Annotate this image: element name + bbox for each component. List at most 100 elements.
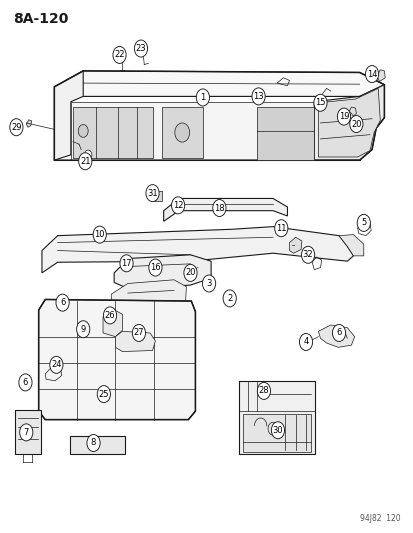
Text: 5: 5 (360, 219, 366, 228)
Polygon shape (73, 107, 153, 158)
Polygon shape (71, 102, 313, 160)
Circle shape (212, 199, 225, 216)
Polygon shape (289, 237, 301, 253)
Text: 3: 3 (206, 279, 211, 288)
Polygon shape (38, 300, 195, 419)
Text: 20: 20 (350, 119, 361, 128)
Text: 24: 24 (51, 360, 62, 369)
Text: 22: 22 (114, 51, 124, 59)
Circle shape (20, 424, 33, 441)
Circle shape (148, 259, 161, 276)
Text: 13: 13 (253, 92, 263, 101)
Circle shape (78, 153, 92, 169)
Text: 8: 8 (90, 439, 96, 448)
Circle shape (223, 290, 236, 307)
Circle shape (97, 385, 110, 402)
Text: 2: 2 (226, 294, 232, 303)
Text: 6: 6 (60, 298, 65, 307)
Circle shape (202, 275, 215, 292)
Circle shape (56, 294, 69, 311)
Polygon shape (239, 381, 314, 454)
Text: 17: 17 (121, 259, 131, 268)
Circle shape (132, 325, 145, 342)
Text: 15: 15 (314, 98, 325, 107)
Polygon shape (115, 332, 155, 352)
Text: 32: 32 (302, 251, 313, 260)
Circle shape (301, 246, 314, 263)
Text: 94J82  120: 94J82 120 (359, 514, 400, 523)
Polygon shape (15, 410, 41, 454)
Text: 28: 28 (258, 386, 268, 395)
Polygon shape (313, 85, 384, 160)
Polygon shape (318, 88, 380, 157)
Circle shape (87, 434, 100, 451)
Circle shape (299, 334, 312, 351)
Circle shape (252, 88, 265, 105)
Polygon shape (153, 191, 162, 201)
Circle shape (50, 357, 63, 373)
Circle shape (19, 374, 32, 391)
Circle shape (10, 119, 23, 136)
Circle shape (332, 325, 345, 342)
Circle shape (257, 382, 270, 399)
Text: 6: 6 (335, 328, 341, 337)
Polygon shape (256, 107, 313, 160)
Circle shape (183, 264, 197, 281)
Text: 16: 16 (150, 263, 160, 272)
Text: 30: 30 (272, 426, 282, 435)
Text: 21: 21 (80, 157, 90, 166)
Polygon shape (54, 71, 83, 160)
Text: 4: 4 (303, 337, 308, 346)
Circle shape (93, 226, 106, 243)
Text: 19: 19 (338, 112, 349, 121)
Text: 18: 18 (214, 204, 224, 213)
Text: 8A-120: 8A-120 (13, 12, 68, 27)
Circle shape (171, 197, 184, 214)
Circle shape (84, 150, 92, 160)
Polygon shape (42, 227, 353, 273)
Circle shape (356, 214, 370, 231)
Circle shape (337, 108, 350, 125)
Circle shape (271, 422, 284, 439)
Circle shape (196, 89, 209, 106)
Text: 29: 29 (11, 123, 21, 132)
Polygon shape (376, 70, 385, 82)
Polygon shape (318, 325, 354, 348)
Circle shape (174, 123, 189, 142)
Text: 26: 26 (104, 311, 115, 320)
Text: 11: 11 (275, 224, 286, 233)
Polygon shape (54, 71, 384, 96)
Text: 1: 1 (200, 93, 205, 102)
Text: 25: 25 (98, 390, 109, 399)
Circle shape (76, 321, 90, 338)
Circle shape (78, 125, 88, 138)
Circle shape (313, 94, 326, 111)
Text: 14: 14 (366, 70, 376, 78)
Text: 23: 23 (135, 44, 146, 53)
Polygon shape (338, 235, 363, 256)
Circle shape (103, 307, 116, 324)
Polygon shape (114, 255, 211, 289)
Text: 7: 7 (24, 428, 29, 437)
Circle shape (145, 184, 159, 201)
Circle shape (120, 255, 133, 272)
Text: 6: 6 (23, 378, 28, 387)
Circle shape (134, 40, 147, 57)
Text: 31: 31 (147, 189, 157, 198)
Text: 20: 20 (185, 269, 195, 277)
Circle shape (274, 220, 287, 237)
Polygon shape (26, 120, 31, 127)
Text: 10: 10 (94, 230, 105, 239)
Text: 12: 12 (173, 201, 183, 210)
Text: 27: 27 (133, 328, 144, 337)
Text: 9: 9 (81, 325, 85, 334)
Polygon shape (243, 414, 310, 451)
Circle shape (349, 116, 362, 133)
Polygon shape (161, 107, 202, 158)
Polygon shape (103, 309, 122, 337)
Circle shape (272, 424, 282, 438)
Polygon shape (111, 280, 186, 313)
Circle shape (365, 66, 378, 83)
Polygon shape (163, 198, 287, 221)
Polygon shape (70, 435, 125, 454)
